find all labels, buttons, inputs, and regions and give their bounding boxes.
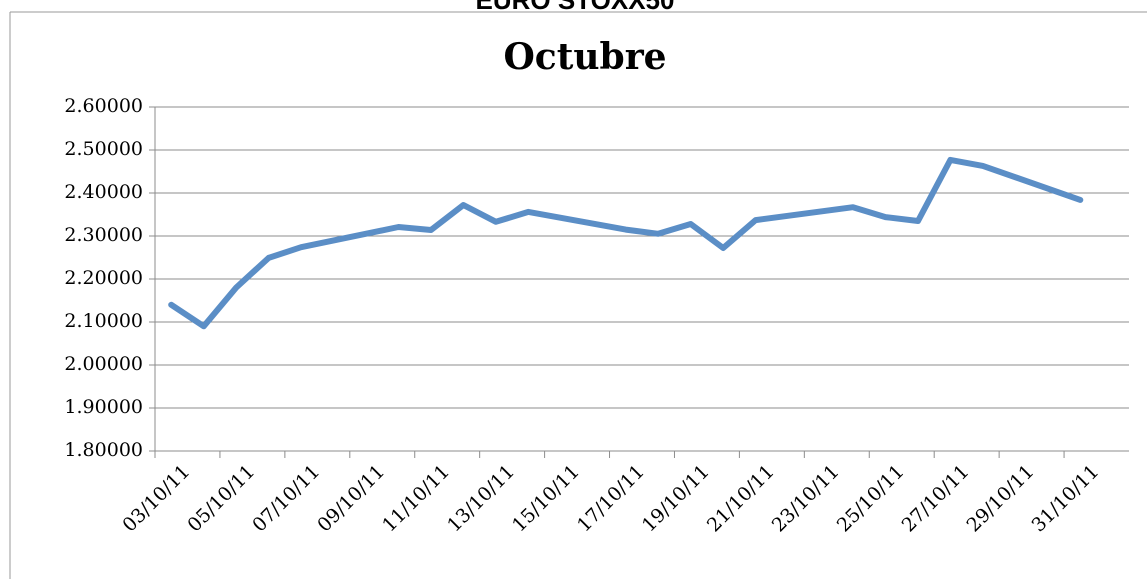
chart-title: Octubre (503, 36, 666, 78)
y-tick-label: 2.40000 (64, 181, 143, 203)
y-tick-label: 2.20000 (64, 267, 143, 289)
y-tick-label: 1.80000 (64, 439, 143, 461)
x-tick-label: 13/10/11 (443, 461, 519, 537)
x-tick-label: 25/10/11 (833, 461, 909, 537)
x-tick-label: 03/10/11 (118, 461, 194, 537)
header: EURO STOXX50 (476, 0, 675, 15)
x-tick-label: 07/10/11 (248, 461, 324, 537)
y-tick-label: 2.10000 (64, 310, 143, 332)
y-tick-label: 2.50000 (64, 138, 143, 160)
y-tick-label: 1.90000 (64, 396, 143, 418)
x-tick-label: 29/10/11 (963, 461, 1039, 537)
y-tick-label: 2.00000 (64, 353, 143, 375)
series-line (168, 156, 1084, 330)
x-tick-label: 27/10/11 (898, 461, 974, 537)
y-tick-label: 2.60000 (64, 95, 143, 117)
x-tick-label: 19/10/11 (638, 461, 714, 537)
x-tick-label: 11/10/11 (378, 461, 454, 537)
x-tick-label: 15/10/11 (508, 461, 584, 537)
x-tick-label: 31/10/11 (1027, 461, 1103, 537)
x-tick-label: 17/10/11 (573, 461, 649, 537)
y-tick-label: 2.30000 (64, 224, 143, 246)
x-tick-label: 05/10/11 (183, 461, 259, 537)
x-tick-label: 21/10/11 (703, 461, 779, 537)
x-tick-label: 23/10/11 (768, 461, 844, 537)
x-tick-label: 09/10/11 (313, 461, 389, 537)
